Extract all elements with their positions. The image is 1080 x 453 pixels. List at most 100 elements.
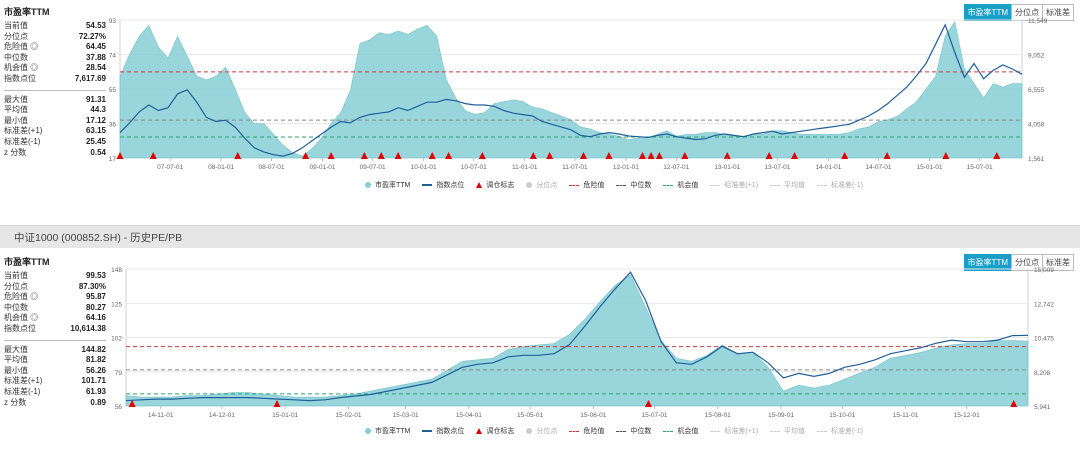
legend-label: 危险值: [583, 428, 605, 435]
legend-item[interactable]: 指数点位: [422, 180, 464, 190]
legend-item[interactable]: 平均值: [770, 180, 805, 190]
rebalance-marker: [723, 152, 731, 159]
legend-swatch: [710, 430, 721, 432]
toggle-std-dev[interactable]: 标准差: [1042, 254, 1074, 271]
y-left-tick-label: 56: [115, 404, 123, 411]
rebalance-marker: [605, 152, 613, 159]
legend-swatch: [663, 430, 674, 432]
legend-item[interactable]: 指数点位: [422, 426, 464, 436]
stat-row: 最小值 17.12: [4, 115, 106, 125]
y-right-tick-label: 8,208: [1034, 370, 1051, 377]
stat-row: 最大值 144.82: [4, 344, 106, 354]
legend-label: 指数点位: [436, 428, 465, 435]
chart-legend: 市盈率TTM 指数点位 调仓标志 分位点 危险值 中位数 机会值 标准差(+1) 平均值 标准差(…: [365, 180, 875, 190]
legend-item[interactable]: 平均值: [770, 426, 805, 436]
x-tick-label: 09-01-01: [309, 164, 335, 171]
legend-swatch: [569, 430, 580, 432]
y-right-tick-label: 12,742: [1034, 301, 1054, 308]
toggle-pe-ttm[interactable]: 市盈率TTM: [963, 254, 1012, 271]
section-title: 中证1000 (000852.SH) - 历史PE/PB: [14, 232, 183, 244]
pe-chart-top[interactable]: 93 11,549 74 9,052 55 6,555 36 4,058 17 1,561 07-0…: [0, 0, 1080, 200]
rebalance-marker: [428, 152, 436, 159]
legend-item[interactable]: 市盈率TTM: [365, 180, 410, 190]
legend-item[interactable]: 标准差(-1): [817, 426, 863, 436]
x-tick-label: 15-07-01: [642, 412, 668, 419]
legend-item[interactable]: 危险值: [569, 180, 604, 190]
legend-item[interactable]: 调仓标志: [476, 180, 514, 190]
stat-row: 平均值 81.82: [4, 355, 106, 365]
legend-swatch: [365, 428, 371, 434]
legend-item[interactable]: 分位点: [526, 426, 557, 436]
legend-swatch: [526, 428, 533, 434]
y-left-tick-label: 79: [115, 370, 123, 377]
stat-row[interactable]: 危险值 ◎ 64.45: [4, 42, 106, 52]
pe-panel-bottom: 市盈率TTM 当前值 99.53 分位点 87.30% 危险值 ◎ 95.87 中位数…: [0, 250, 1080, 450]
legend-swatch: [616, 184, 627, 186]
x-tick-label: 12-01-01: [613, 164, 639, 171]
x-tick-label: 15-03-01: [393, 412, 419, 419]
chart-legend: 市盈率TTM 指数点位 调仓标志 分位点 危险值 中位数 机会值 标准差(+1) 平均值 标准差(…: [365, 426, 875, 436]
stat-row: 指数点位 10,614.38: [4, 323, 106, 333]
legend-swatch: [770, 184, 781, 186]
stat-row[interactable]: 机会值 ◎ 28.54: [4, 63, 106, 73]
rebalance-marker: [273, 400, 281, 407]
toggle-percentile[interactable]: 分位点: [1011, 4, 1043, 21]
stat-row: 平均值 44.3: [4, 105, 106, 115]
panel-title: 市盈率TTM: [4, 7, 50, 17]
legend-swatch: [422, 184, 433, 186]
legend-label: 分位点: [536, 182, 558, 189]
pe-chart-bottom[interactable]: 148 15,009 125 12,742 102 10,475 79 8,208 56 5,94…: [0, 250, 1080, 450]
x-tick-label: 15-07-01: [967, 164, 993, 171]
legend-item[interactable]: 机会值: [663, 180, 698, 190]
legend-item[interactable]: 标准差(-1): [817, 180, 863, 190]
legend-swatch: [476, 428, 483, 434]
legend-swatch: [365, 182, 371, 188]
x-tick-label: 10-07-01: [461, 164, 487, 171]
legend-item[interactable]: 危险值: [569, 426, 604, 436]
stat-row[interactable]: 机会值 ◎ 64.16: [4, 313, 106, 323]
x-tick-label: 09-07-01: [360, 164, 386, 171]
legend-label: 分位点: [536, 428, 558, 435]
x-tick-label: 11-07-01: [562, 164, 588, 171]
stat-row: 分位点 87.30%: [4, 281, 106, 291]
legend-swatch: [526, 182, 533, 188]
legend-item[interactable]: 市盈率TTM: [365, 426, 410, 436]
stats-summary-group: 最大值 144.82 平均值 81.82 最小值 56.26 标准差(+1) 101.7…: [4, 345, 106, 409]
x-tick-label: 10-01-01: [411, 164, 437, 171]
stat-row: 标准差(-1) 25.45: [4, 136, 106, 146]
stat-row: 标准差(-1) 61.93: [4, 386, 106, 396]
stats-divider: [4, 339, 106, 341]
y-left-tick-label: 74: [109, 53, 117, 60]
rebalance-marker: [647, 152, 655, 159]
legend-item[interactable]: 机会值: [663, 426, 698, 436]
rebalance-marker: [327, 152, 335, 159]
legend-item[interactable]: 中位数: [616, 180, 651, 190]
y-right-tick-label: 9,052: [1028, 53, 1045, 60]
legend-label: 机会值: [677, 182, 699, 189]
legend-item[interactable]: 标准差(+1): [710, 180, 758, 190]
x-tick-label: 08-01-01: [208, 164, 234, 171]
stat-row: 标准差(+1) 63.15: [4, 126, 106, 136]
stat-row: 最小值 56.26: [4, 365, 106, 375]
legend-item[interactable]: 分位点: [526, 180, 557, 190]
legend-label: 标准差(-1): [831, 428, 863, 435]
legend-item[interactable]: 调仓标志: [476, 426, 514, 436]
toggle-percentile[interactable]: 分位点: [1011, 254, 1043, 271]
legend-item[interactable]: 中位数: [616, 426, 651, 436]
y-left-tick-label: 17: [109, 156, 117, 163]
legend-label: 危险值: [583, 182, 605, 189]
rebalance-marker: [655, 152, 663, 159]
rebalance-marker: [681, 152, 689, 159]
x-tick-label: 11-01-01: [512, 164, 538, 171]
legend-label: 机会值: [677, 428, 699, 435]
legend-swatch: [770, 430, 781, 432]
stat-row[interactable]: 危险值 ◎ 95.87: [4, 292, 106, 302]
stats-summary-group: 最大值 91.31 平均值 44.3 最小值 17.12 标准差(+1) 63.15 标…: [4, 95, 106, 159]
toggle-std-dev[interactable]: 标准差: [1042, 4, 1074, 21]
legend-label: 标准差(-1): [831, 182, 863, 189]
x-tick-label: 15-10-01: [829, 412, 855, 419]
y-right-tick-label: 15,009: [1034, 267, 1054, 274]
x-tick-label: 15-09-01: [768, 412, 794, 419]
legend-item[interactable]: 标准差(+1): [710, 426, 758, 436]
rebalance-marker: [128, 400, 136, 407]
